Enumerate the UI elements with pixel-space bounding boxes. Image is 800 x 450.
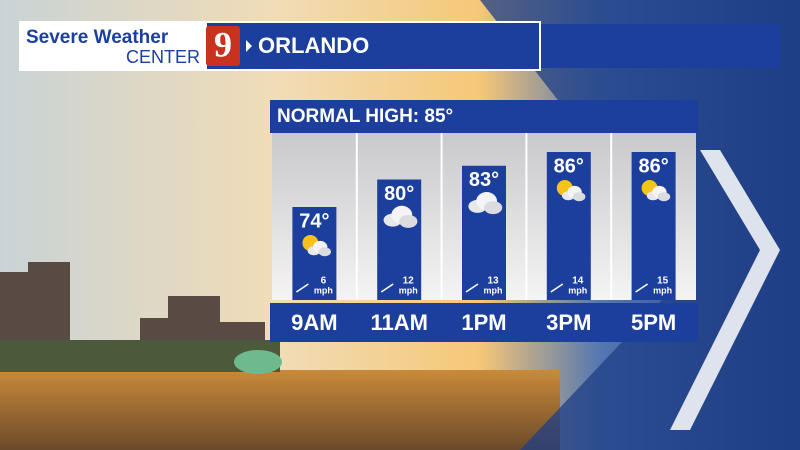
- cloud: [399, 214, 418, 228]
- brand-bottom: CENTER: [126, 47, 200, 67]
- cloud: [318, 247, 332, 257]
- value-label: 83°: [469, 169, 499, 191]
- x-tick-label: 5PM: [631, 310, 676, 335]
- x-tick-label: 9AM: [291, 310, 337, 335]
- value-label: 74°: [299, 210, 329, 232]
- wind-speed: 13: [487, 276, 499, 287]
- wind-unit: mph: [653, 285, 672, 295]
- water: [0, 370, 560, 450]
- location: ORLANDO: [258, 33, 369, 58]
- x-tick-label: 3PM: [546, 310, 591, 335]
- chevron: [670, 150, 780, 430]
- skyline: [0, 262, 282, 374]
- value-label: 86°: [638, 155, 668, 177]
- wind-speed: 12: [403, 276, 415, 287]
- category-bar: [270, 303, 698, 342]
- brand-box: [21, 23, 207, 69]
- x-tick-label: 1PM: [461, 310, 506, 335]
- value-label: 80°: [384, 183, 414, 205]
- wind-speed: 14: [572, 276, 584, 287]
- arrow-icon: [246, 40, 252, 52]
- wind-unit: mph: [399, 285, 418, 295]
- logo: 9: [214, 24, 232, 64]
- wind-arrow: [550, 283, 564, 293]
- bar: [631, 152, 676, 300]
- bar: [377, 179, 422, 300]
- wind-arrow: [295, 283, 309, 293]
- cloud: [657, 192, 671, 202]
- wind-arrow: [380, 283, 394, 293]
- chart-title: NORMAL HIGH: 85°: [277, 106, 453, 127]
- wind-unit: mph: [484, 285, 503, 295]
- logo-box: [206, 26, 240, 66]
- bar: [462, 165, 506, 300]
- wind-arrow: [465, 283, 479, 293]
- cloud: [484, 201, 503, 215]
- x-tick-label: 11AM: [370, 310, 427, 335]
- wind-arrow: [635, 283, 649, 293]
- bar: [546, 152, 591, 300]
- header-bar-tail: [520, 24, 780, 68]
- wind-unit: mph: [314, 285, 333, 295]
- wind-speed: 6: [321, 276, 327, 287]
- wind-unit: mph: [568, 285, 587, 295]
- wind-speed: 15: [657, 276, 669, 287]
- brand-top: Severe Weather: [26, 27, 169, 48]
- value-label: 86°: [554, 155, 584, 177]
- panel-title-bar: [270, 100, 698, 133]
- cloud: [572, 192, 586, 202]
- plot: 9AM74°6mph11AM80°12mph1PM83°13mph3PM86°1…: [291, 133, 676, 335]
